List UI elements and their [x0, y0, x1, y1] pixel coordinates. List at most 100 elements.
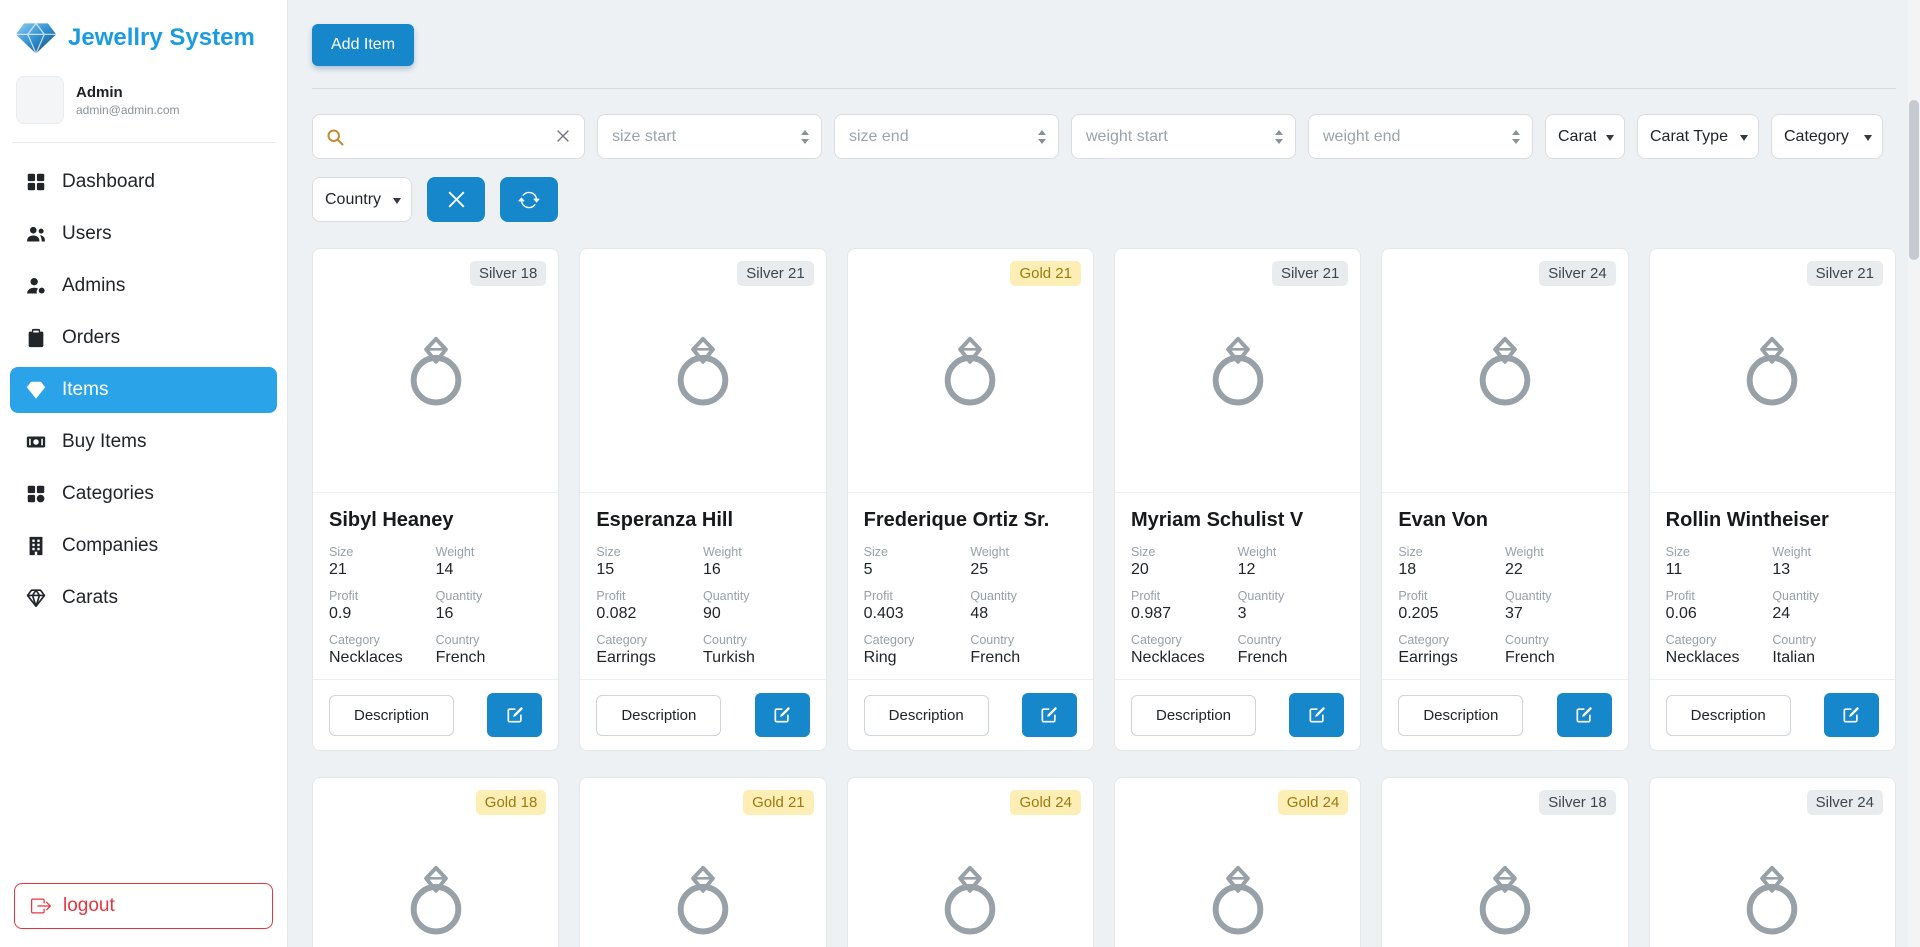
sidebar-item-admins[interactable]: Admins [10, 263, 277, 309]
sidebar-item-carats[interactable]: Carats [10, 575, 277, 621]
edit-button[interactable] [1556, 693, 1612, 737]
description-button[interactable]: Description [1398, 694, 1524, 736]
ring-icon [394, 329, 478, 413]
category-value: Earrings [596, 649, 656, 666]
country-label: Country [1504, 633, 1549, 647]
number-spinner[interactable] [1510, 128, 1522, 146]
sidebar-item-categories[interactable]: Categories [10, 471, 277, 517]
profit-value: 0.9 [329, 605, 352, 622]
weight-label: Weight [702, 545, 742, 559]
edit-button[interactable] [1021, 693, 1077, 737]
logout-label: logout [63, 895, 115, 916]
companies-icon [25, 535, 47, 557]
country-label: Country [1237, 633, 1282, 647]
description-button[interactable]: Description [1130, 694, 1257, 736]
refresh-icon [518, 189, 540, 211]
logout-button[interactable]: logout [14, 883, 273, 929]
description-button[interactable]: Description [596, 694, 722, 736]
carat-badge: Silver 24 [1806, 790, 1883, 815]
number-spinner[interactable] [799, 128, 811, 146]
profit-value: 0.205 [1398, 605, 1439, 622]
app-title: Jewellry System [68, 24, 255, 51]
item-card-silver-24: Silver 24 Size Weight Profit Quantity [1648, 777, 1896, 947]
carat-select[interactable]: Carat [1546, 115, 1624, 158]
quantity-label: Quantity [1504, 589, 1552, 603]
category-label: Category [1398, 633, 1450, 647]
search-input[interactable] [354, 127, 547, 146]
carat-badge: Gold 18 [475, 790, 547, 815]
size-end-input[interactable] [849, 127, 1036, 146]
user-name: Admin [76, 83, 123, 101]
item-name: Evan Von [1398, 509, 1488, 531]
sidebar-item-label: Carats [62, 587, 118, 608]
weight-label: Weight [1772, 545, 1811, 559]
add-item-button[interactable]: Add Item [312, 24, 415, 66]
scrollbar-thumb[interactable] [1909, 100, 1919, 260]
sidebar-nav: Dashboard Users Admins Orders Items [0, 143, 287, 867]
category-value: Necklaces [1130, 649, 1205, 666]
close-icon [556, 129, 570, 145]
edit-button[interactable] [754, 693, 810, 737]
country-value: French [1237, 649, 1288, 666]
category-select[interactable]: Category [1772, 115, 1882, 158]
clear-filters-button[interactable] [427, 177, 485, 222]
item-card-evan-von: Silver 24 Evan Von Size 18 Weight 22 Pro… [1381, 248, 1629, 751]
description-button[interactable]: Description [863, 694, 989, 736]
country-label: Country [1772, 633, 1817, 647]
edit-icon [1574, 705, 1594, 725]
item-name: Esperanza Hill [596, 509, 734, 531]
avatar [16, 76, 64, 124]
profit-value: 0.06 [1665, 605, 1697, 622]
carat-badge: Gold 24 [1010, 790, 1081, 815]
item-name: Frederique Ortiz Sr. [863, 509, 1050, 531]
weight-start-box [1071, 114, 1296, 159]
quantity-value: 37 [1504, 605, 1523, 622]
sidebar-item-dashboard[interactable]: Dashboard [10, 159, 277, 205]
sidebar-item-orders[interactable]: Orders [10, 315, 277, 361]
item-actions: Description [313, 679, 559, 750]
edit-button[interactable] [1823, 693, 1879, 737]
country-select-box: Country [312, 177, 412, 222]
user-email: admin@admin.com [76, 102, 180, 117]
size-value: 20 [1130, 561, 1149, 578]
number-spinner[interactable] [1273, 128, 1285, 146]
sidebar-item-items[interactable]: Items [10, 367, 277, 413]
ring-icon [661, 858, 745, 942]
admins-icon [25, 275, 47, 297]
quantity-label: Quantity [1772, 589, 1819, 603]
edit-button[interactable] [1289, 693, 1345, 737]
category-value: Ring [863, 649, 897, 666]
country-select[interactable]: Country [313, 178, 411, 221]
number-spinner[interactable] [1036, 128, 1048, 146]
scrollbar-track[interactable] [1908, 0, 1920, 947]
toolbar-divider [312, 88, 1896, 89]
weight-start-input[interactable] [1086, 127, 1273, 146]
item-image-area: Silver 21 [1114, 249, 1361, 493]
item-details: Rollin Wintheiser Size 11 Weight 13 Prof… [1650, 493, 1895, 679]
weight-end-input[interactable] [1323, 127, 1510, 146]
description-button[interactable]: Description [329, 694, 455, 736]
item-card-myriam-schulist-v: Silver 21 Myriam Schulist V Size 20 Weig… [1113, 248, 1362, 751]
size-start-input[interactable] [612, 127, 799, 146]
sidebar-item-companies[interactable]: Companies [10, 523, 277, 569]
item-actions: Description [1382, 679, 1628, 750]
weight-value: 13 [1772, 561, 1791, 578]
description-button[interactable]: Description [1665, 694, 1791, 736]
sidebar-item-label: Buy Items [62, 431, 147, 452]
sidebar: Jewellry System Admin admin@admin.com Da… [0, 0, 288, 947]
item-actions: Description [1649, 679, 1895, 750]
item-image-area: Silver 21 [1649, 249, 1895, 493]
country-label: Country [970, 633, 1015, 647]
carat-type-select[interactable]: Carat Type [1638, 115, 1758, 158]
orders-icon [25, 327, 47, 349]
sidebar-item-buy-items[interactable]: Buy Items [10, 419, 277, 465]
item-image-area: Silver 21 [580, 249, 826, 493]
quantity-value: 90 [702, 605, 721, 622]
sidebar-item-users[interactable]: Users [10, 211, 277, 257]
diamond-logo-icon [14, 16, 58, 60]
size-label: Size [1130, 545, 1156, 559]
profit-label: Profit [596, 589, 626, 603]
clear-search-button[interactable] [556, 129, 572, 145]
refresh-button[interactable] [500, 177, 558, 222]
edit-button[interactable] [487, 693, 543, 737]
